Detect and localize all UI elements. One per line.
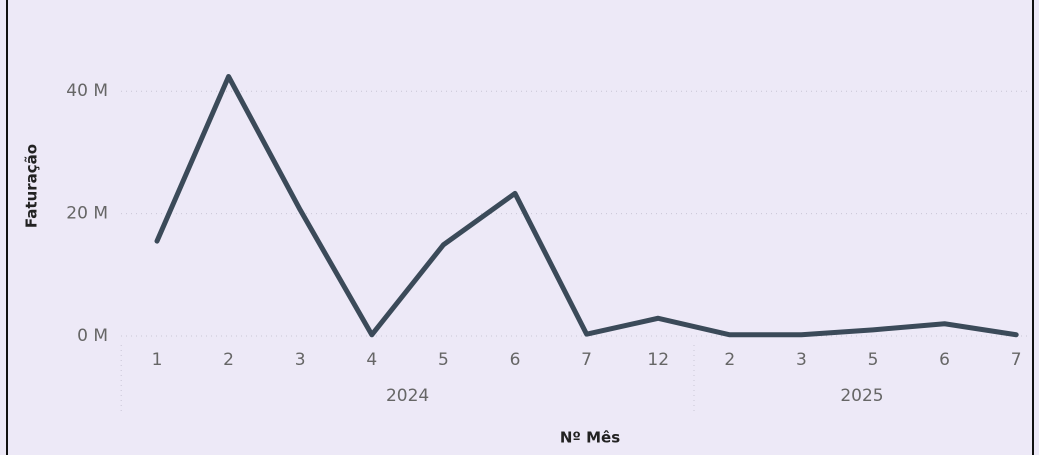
x-tick-label: 7 [1011, 350, 1022, 370]
y-axis-title: Faturação [23, 144, 41, 228]
x-tick-label: 7 [581, 350, 592, 370]
x-group-label: 2024 [386, 386, 429, 406]
x-tick-label: 5 [868, 350, 879, 370]
x-tick-label: 3 [796, 350, 807, 370]
line [154, 74, 1019, 338]
y-tick-label: 0 M [77, 326, 108, 346]
x-tick-label: 3 [295, 350, 306, 370]
x-tick-label: 2 [724, 350, 735, 370]
x-tick-label: 1 [152, 350, 163, 370]
x-tick-label: 5 [438, 350, 449, 370]
y-tick-label: 40 M [66, 81, 108, 101]
x-tick-label: 4 [366, 350, 377, 370]
y-tick-label: 20 M [66, 204, 108, 224]
x-tick-label: 6 [939, 350, 950, 370]
x-group-label: 2025 [840, 386, 883, 406]
x-tick-label: 12 [647, 350, 669, 370]
x-axis-title: Nº Mês [560, 429, 620, 447]
x-tick-label: 2 [223, 350, 234, 370]
x-tick-label: 6 [510, 350, 521, 370]
